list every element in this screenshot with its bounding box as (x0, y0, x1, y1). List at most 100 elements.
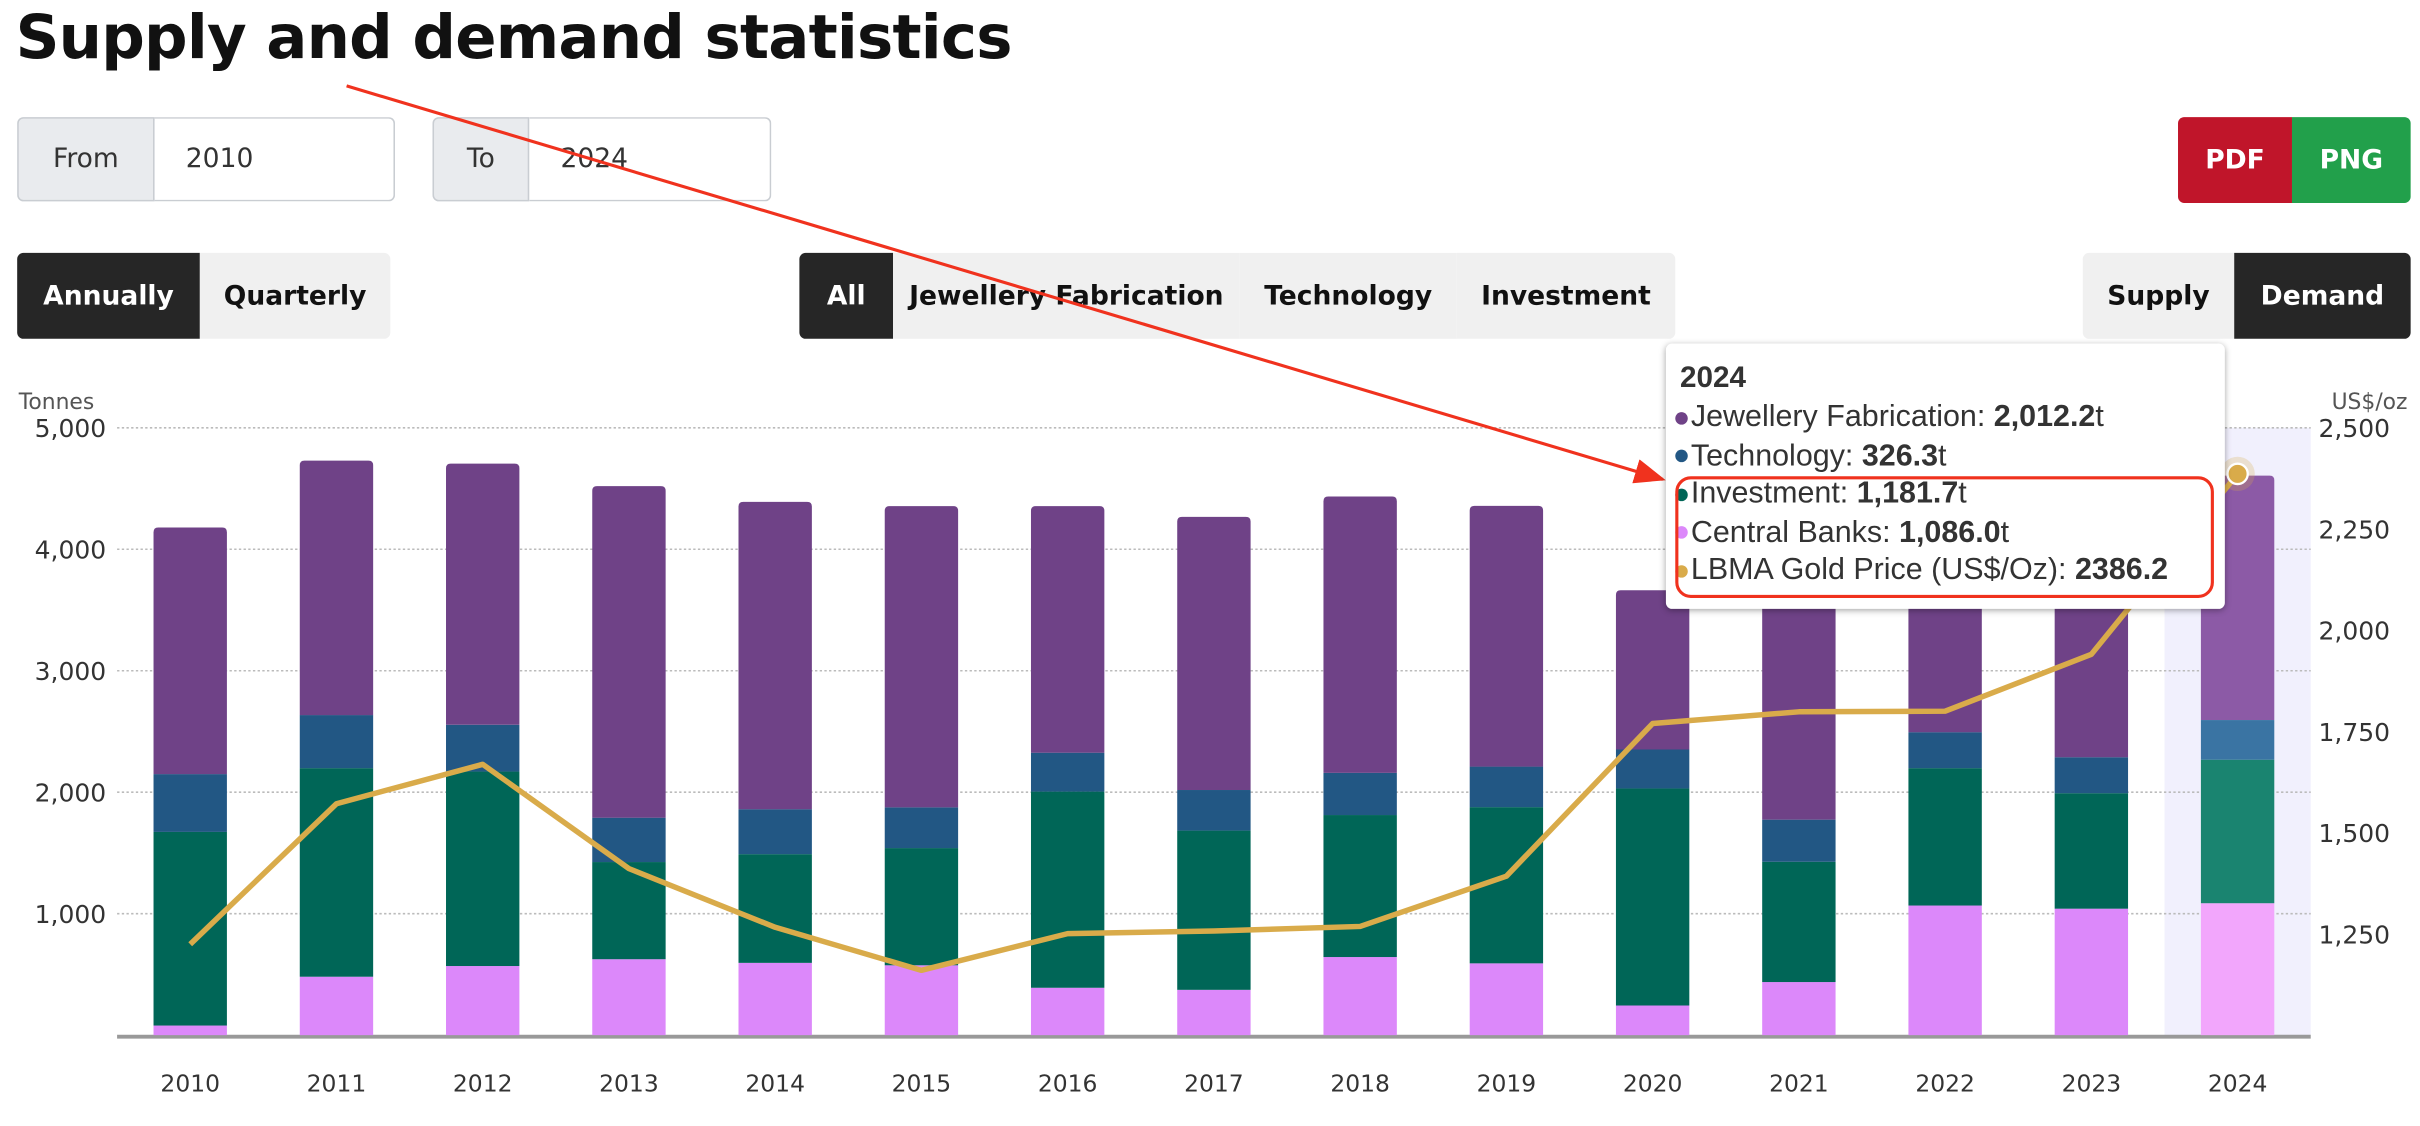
tooltip-label: LBMA Gold Price (US$/Oz): (1690, 552, 2075, 588)
bar-segment-investment (2200, 759, 2275, 904)
series-dot-icon (1675, 450, 1688, 463)
series-dot-icon (1675, 526, 1688, 540)
bar-segment-technology (1762, 819, 1836, 862)
bar-segment-jewellery-fabrication (592, 486, 666, 818)
bar-segment-central-banks (153, 1025, 227, 1036)
y2-tick-label: 1,500 (2319, 819, 2390, 848)
bar-segment-jewellery-fabrication (1615, 590, 1690, 750)
tooltip-row: LBMA Gold Price (US$/Oz): 2386.2 (1675, 553, 2168, 589)
bar-segment-central-banks (592, 959, 666, 1036)
bar-segment-investment (884, 848, 959, 966)
x-tick-label: 2014 (745, 1069, 805, 1097)
y-axis-label: Tonnes (18, 390, 95, 415)
x-tick-label: 2017 (1184, 1069, 1244, 1097)
tab-annually[interactable]: Annually (17, 252, 200, 339)
bar-segment-jewellery-fabrication (153, 527, 227, 775)
x-tick-label: 2018 (1330, 1069, 1390, 1097)
x-tick-label: 2024 (2208, 1069, 2268, 1097)
bar-segment-jewellery-fabrication (1323, 496, 1397, 773)
x-tick-label: 2022 (1915, 1069, 1975, 1097)
tooltip-row: Investment: 1,181.7t (1675, 476, 1967, 512)
tooltip-value: 2,012.2 (1993, 399, 2096, 435)
y2-tick-label: 2,000 (2319, 617, 2390, 646)
bar-segment-investment (1762, 861, 1836, 983)
tooltip-row: Jewellery Fabrication: 2,012.2t (1675, 400, 2104, 436)
bar-segment-jewellery-fabrication (738, 501, 812, 810)
x-tick-label: 2012 (453, 1069, 513, 1097)
tooltip-value: 326.3 (1861, 437, 1939, 473)
export-pdf-button[interactable]: PDF (2178, 117, 2292, 203)
bar-segment-technology (884, 807, 959, 849)
bar-segment-technology (1615, 749, 1690, 789)
bar-segment-central-banks (1323, 957, 1397, 1036)
bar-segment-jewellery-fabrication (1469, 505, 1544, 767)
bar-segment-central-banks (1908, 905, 1982, 1036)
x-tick-label: 2023 (2062, 1069, 2122, 1097)
bar-segment-central-banks (738, 962, 812, 1036)
bar-segment-central-banks (446, 966, 520, 1036)
bar-segment-technology (153, 774, 227, 832)
y2-tick-label: 1,750 (2319, 718, 2390, 747)
y2-axis-label: US$/oz (2332, 390, 2408, 415)
bar-segment-technology (2054, 757, 2129, 794)
bar-segment-central-banks (884, 965, 959, 1036)
bar-segment-jewellery-fabrication (1762, 548, 1836, 820)
bar-segment-central-banks (299, 976, 374, 1036)
tooltip-label: Technology: (1690, 437, 1862, 473)
tooltip-row: Central Banks: 1,086.0t (1675, 514, 2009, 550)
bar-segment-central-banks (1469, 963, 1544, 1036)
y-tick-label: 4,000 (35, 536, 106, 565)
tooltip-value: 1,181.7 (1856, 476, 1959, 511)
bar-segment-jewellery-fabrication (299, 460, 374, 716)
gold-price-line (188, 472, 2240, 974)
bar-segment-technology (1030, 752, 1105, 792)
bar-segment-investment (1323, 815, 1397, 958)
y-tick-label: 1,000 (35, 900, 106, 929)
x-tick-label: 2013 (599, 1069, 659, 1097)
y-tick-label: 5,000 (35, 414, 106, 443)
tooltip-value: 1,086.0 (1899, 514, 2001, 549)
export-png-button[interactable]: PNG (2291, 117, 2411, 203)
bar-segment-investment (1177, 830, 1251, 990)
x-tick-label: 2021 (1769, 1069, 1829, 1097)
bar-segment-technology (1908, 732, 1982, 769)
tooltip-value: 2386.2 (2074, 552, 2169, 588)
bar-segment-central-banks (1615, 1005, 1690, 1036)
bar-segment-jewellery-fabrication (884, 506, 959, 808)
tooltip-unit: t (1938, 437, 1947, 473)
y-tick-label: 3,000 (35, 657, 106, 686)
bar-segment-investment (1615, 788, 1690, 1006)
from-year-input[interactable]: 2010 (154, 117, 396, 202)
tooltip-label: Jewellery Fabrication: (1690, 399, 1994, 435)
x-tick-label: 2015 (892, 1069, 952, 1097)
series-dot-icon (1675, 411, 1688, 425)
x-tick-label: 2016 (1038, 1069, 1098, 1097)
bar-segment-investment (446, 771, 520, 967)
bar-segment-jewellery-fabrication (1030, 506, 1105, 753)
tooltip-year: 2024 (1679, 362, 1746, 396)
bar-segment-central-banks (2054, 908, 2129, 1036)
y2-tick-label: 2,250 (2319, 515, 2390, 544)
x-tick-label: 2010 (160, 1069, 220, 1097)
y2-tick-label: 1,250 (2319, 920, 2390, 949)
bar-segment-investment (738, 854, 812, 963)
bar-segment-central-banks (2200, 903, 2275, 1036)
tab-demand[interactable]: Demand (2234, 252, 2411, 339)
bar-segment-investment (2054, 793, 2129, 909)
tooltip-unit: t (2095, 399, 2104, 435)
bar-segment-technology (1469, 766, 1544, 808)
tab-supply[interactable]: Supply (2082, 252, 2235, 339)
x-tick-label: 2020 (1623, 1069, 1683, 1097)
bar-segment-investment (1030, 791, 1105, 988)
bar-segment-central-banks (1177, 989, 1251, 1036)
x-tick-label: 2011 (307, 1069, 367, 1097)
tooltip-row: Technology: 326.3t (1675, 437, 1947, 474)
bar-segment-technology (1177, 790, 1251, 831)
bar-segment-technology (738, 809, 812, 855)
bar-segment-jewellery-fabrication (446, 463, 520, 725)
tooltip-unit: t (2000, 514, 2010, 549)
series-dot-icon (1675, 564, 1688, 578)
chart-tooltip: 2024 Jewellery Fabrication: 2,012.2t Tech… (1665, 343, 2225, 609)
bar-segment-technology (592, 817, 666, 863)
